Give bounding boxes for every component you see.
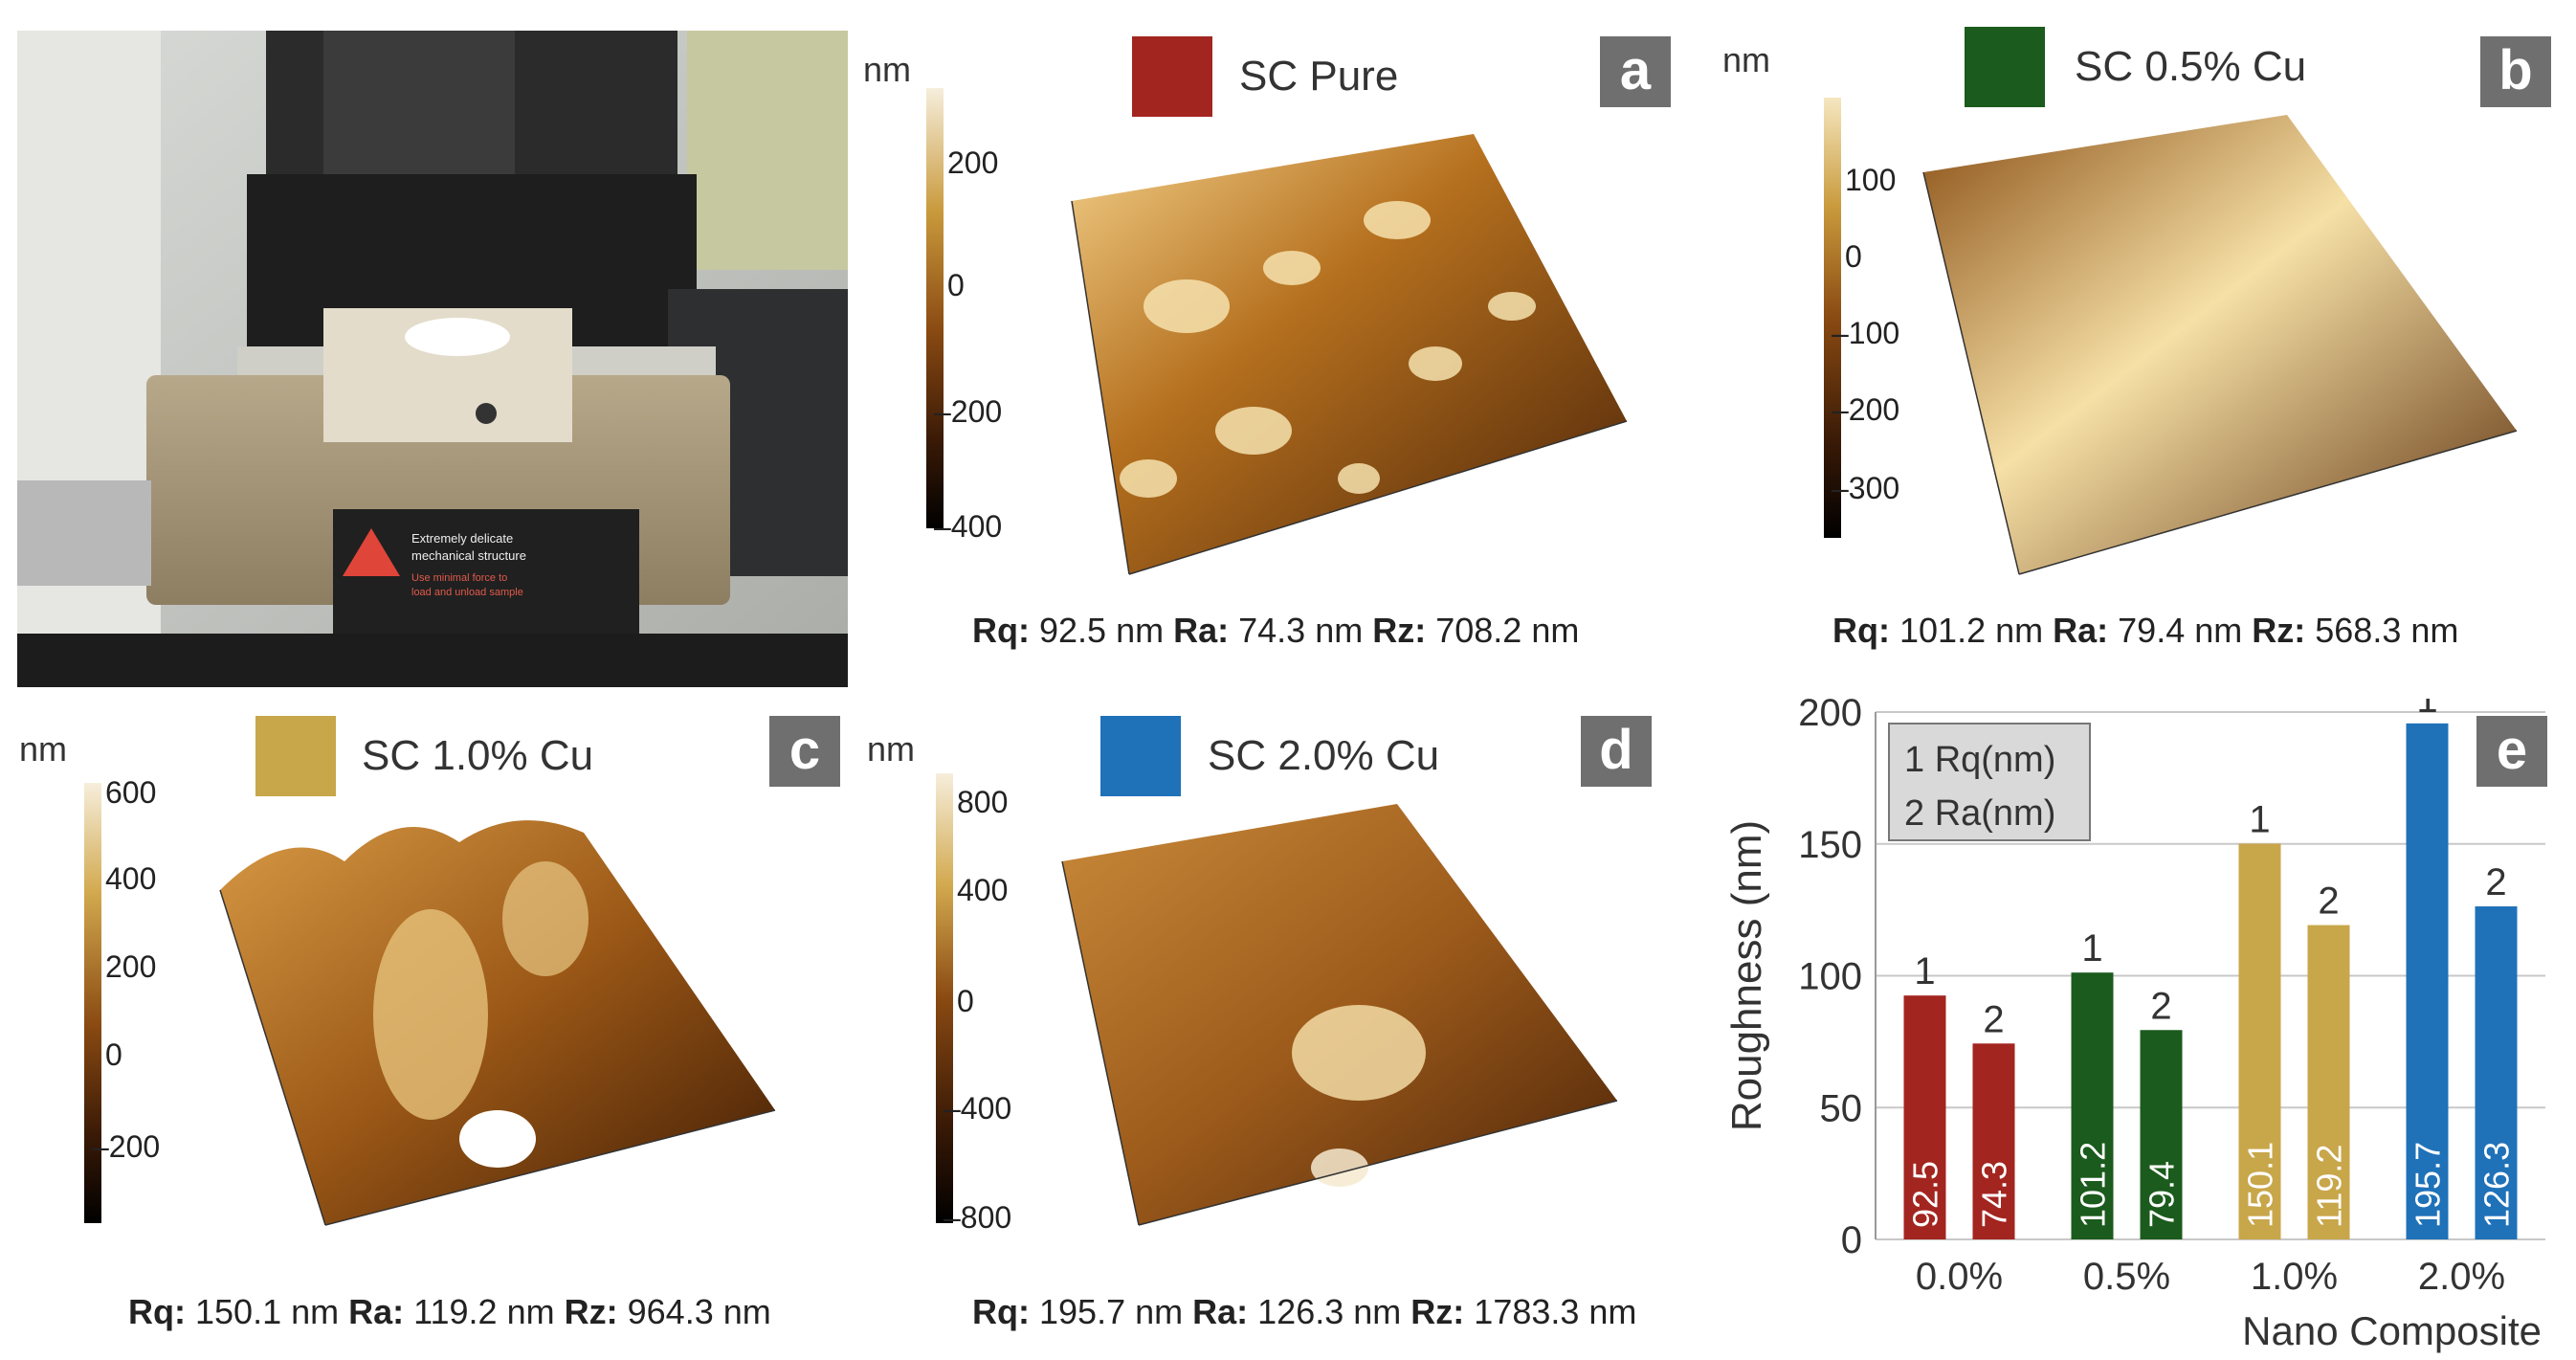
- x-tick-label: 0.0%: [1916, 1256, 2003, 1298]
- bar: [2071, 972, 2114, 1239]
- panel-b-cbar-tick: 0: [1845, 239, 1862, 274]
- panel-a-legend-text: SC Pure: [1239, 53, 1399, 100]
- bar-marker-label: 1: [2249, 798, 2270, 840]
- panel-c-badge: c: [769, 716, 840, 787]
- panel-c-surface-plane: [220, 820, 775, 1225]
- panel-b-stats: Rq: 101.2 nm Ra: 79.4 nm Rz: 568.3 nm: [1832, 611, 2459, 650]
- bar-value-label: 195.7: [2409, 1142, 2448, 1228]
- panel-a-afm-surface: [995, 115, 1665, 613]
- panel-c-legend-text: SC 1.0% Cu: [362, 732, 594, 779]
- panel-b-cbar-tick: 100: [1845, 163, 1897, 197]
- panel-a-surface-plane: [1072, 134, 1627, 574]
- bar-marker-label: 1: [2081, 927, 2102, 970]
- bar-value-label: 119.2: [2310, 1145, 2349, 1228]
- panel-a-cbar-tick: 0: [947, 268, 965, 302]
- legend-box: [1888, 723, 2091, 841]
- bar-value-label: 101.2: [2074, 1142, 2113, 1228]
- panel-a-badge: a: [1600, 36, 1671, 107]
- panel-c-cbar-tick: 0: [105, 1037, 122, 1072]
- panel-a-colorbar: [926, 88, 944, 528]
- panel-c-afm-surface: [182, 804, 804, 1244]
- panel-b-cbar-tick: –200: [1832, 392, 1900, 427]
- bar: [1972, 1043, 2015, 1239]
- x-tick-label: 2.0%: [2418, 1256, 2505, 1298]
- bar-marker-label: 1: [1914, 950, 1935, 992]
- bar-marker-label: 1: [2416, 699, 2437, 721]
- bar-value-label: 92.5: [1906, 1161, 1945, 1228]
- bar: [2140, 1030, 2183, 1239]
- bar-marker-label: 2: [2485, 861, 2506, 903]
- afm-instrument-photo: Extremely delicate mechanical structure …: [17, 31, 848, 687]
- bar-marker-label: 2: [2318, 881, 2339, 923]
- panel-b-afm-surface: [1904, 105, 2555, 603]
- y-tick-label: 50: [1820, 1087, 1863, 1129]
- panel-a-stats: Rq: 92.5 nm Ra: 74.3 nm Rz: 708.2 nm: [972, 611, 1580, 650]
- y-tick-label: 100: [1798, 956, 1862, 998]
- x-tick-label: 1.0%: [2251, 1256, 2338, 1298]
- panel-b-cbar-tick: –300: [1832, 471, 1900, 505]
- photo-label-line1: Extremely delicate: [411, 531, 513, 546]
- bar-marker-label: 2: [2150, 985, 2171, 1027]
- panel-a-cbar-tick: –200: [934, 394, 1003, 429]
- bar-value-label: 150.1: [2241, 1142, 2280, 1228]
- panel-c-stats: Rq: 150.1 nm Ra: 119.2 nm Rz: 964.3 nm: [128, 1292, 771, 1331]
- bar: [2307, 925, 2350, 1239]
- y-tick-label: 0: [1841, 1219, 1862, 1261]
- panel-b-unit: nm: [1722, 40, 1771, 79]
- panel-d-colorbar: [936, 773, 953, 1223]
- panel-a-unit: nm: [863, 50, 912, 89]
- bar-value-label: 126.3: [2477, 1142, 2517, 1228]
- panel-d-cbar-tick: –800: [944, 1200, 1012, 1235]
- roughness-bar-chart: 0 50 100 150 200 Roughness (nm) 1 92.5 2 74.3 0.0%…: [1723, 699, 2545, 1353]
- panel-a-cbar-tick: –400: [934, 509, 1003, 544]
- panel-c-colorbar: [84, 783, 101, 1223]
- bar: [1903, 995, 1946, 1239]
- x-tick-label: 0.5%: [2083, 1256, 2170, 1298]
- bar: [2238, 843, 2281, 1239]
- panel-d-stats: Rq: 195.7 nm Ra: 126.3 nm Rz: 1783.3 nm: [972, 1292, 1637, 1331]
- bar: [2406, 723, 2449, 1239]
- bar-value-label: 79.4: [2143, 1161, 2182, 1228]
- panel-b-surface-plane: [1923, 115, 2517, 574]
- bar-marker-label: 2: [1983, 998, 2004, 1040]
- panel-e-badge: e: [2476, 716, 2547, 787]
- panel-d-cbar-tick: 800: [957, 785, 1009, 819]
- y-tick-label: 200: [1798, 699, 1862, 734]
- panel-a-cbar-tick: 200: [947, 145, 999, 180]
- panel-d-cbar-tick: 400: [957, 873, 1009, 907]
- y-tick-label: 150: [1798, 824, 1862, 866]
- panel-c-cbar-tick: –200: [92, 1129, 161, 1164]
- panel-d-cbar-tick: 0: [957, 984, 974, 1018]
- panel-c-unit: nm: [19, 729, 68, 769]
- panel-b-badge: b: [2480, 36, 2551, 107]
- panel-b-colorbar: [1824, 98, 1841, 538]
- panel-d-afm-surface: [1033, 785, 1636, 1244]
- panel-b-legend-text: SC 0.5% Cu: [2075, 43, 2307, 90]
- panel-c-cbar-tick: 600: [105, 775, 157, 810]
- panel-b-legend-swatch: [1965, 27, 2045, 107]
- panel-b-cbar-tick: –100: [1832, 316, 1900, 350]
- panel-d-legend-text: SC 2.0% Cu: [1208, 732, 1440, 779]
- photo-label-line4: load and unload sample: [411, 587, 523, 598]
- panel-d-legend-swatch: [1100, 716, 1181, 796]
- panel-c-cbar-tick: 400: [105, 861, 157, 896]
- panel-a-legend-swatch: [1132, 36, 1212, 117]
- y-axis-label: Roughness (nm): [1723, 820, 1770, 1131]
- legend-entry: 2 Ra(nm): [1904, 793, 2055, 834]
- photo-label-line3: Use minimal force to: [411, 572, 507, 584]
- panel-c-cbar-tick: 200: [105, 949, 157, 984]
- legend-entry: 1 Rq(nm): [1904, 740, 2055, 780]
- panel-c-legend-swatch: [255, 716, 336, 796]
- bar-value-label: 74.3: [1975, 1161, 2014, 1228]
- photo-label-line2: mechanical structure: [411, 548, 526, 563]
- bar: [2475, 906, 2518, 1239]
- panel-d-unit: nm: [867, 729, 916, 769]
- panel-d-cbar-tick: –400: [944, 1091, 1012, 1126]
- x-axis-label: Nano Composite: [2242, 1308, 2542, 1353]
- panel-d-badge: d: [1581, 716, 1652, 787]
